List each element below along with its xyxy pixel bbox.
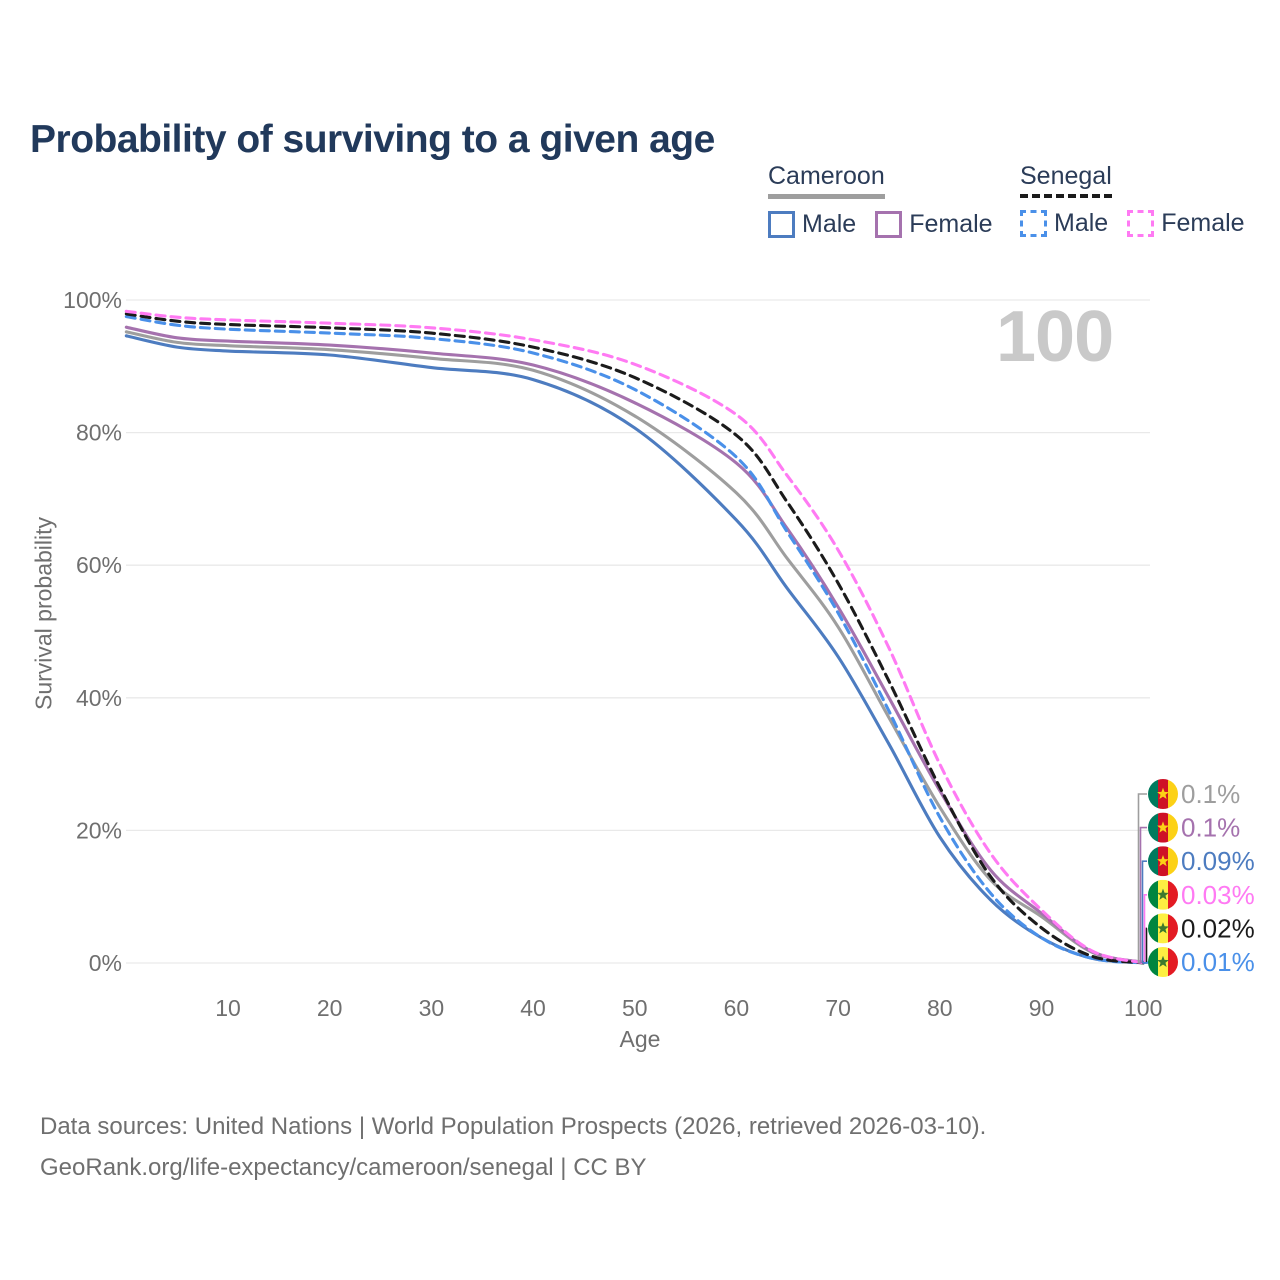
page-title: Probability of surviving to a given age [30,118,715,162]
legend-item-label: Female [1161,209,1245,237]
flag-badge: 0.1% [1148,779,1240,809]
x-axis-title: Age [619,1026,661,1052]
age-watermark: 100 [996,297,1114,377]
x-tick-label: 80 [927,995,953,1021]
badge-value: 0.09% [1181,846,1255,876]
senegal-flag-icon [1148,947,1178,977]
senegal-male-swatch-icon [1020,210,1047,237]
flag-badge: 0.02% [1148,913,1255,944]
footer: Data sources: United Nations | World Pop… [40,1106,986,1188]
x-tick-label: 90 [1029,995,1055,1021]
y-tick-label: 40% [76,685,122,711]
line-senegal-female [124,309,1145,965]
flag-badge: 0.01% [1148,947,1255,977]
x-tick-label: 50 [622,995,648,1021]
cameroon-flag-icon [1148,779,1178,809]
badge-connector [1141,860,1147,964]
cameroon-flag-icon [1148,846,1178,877]
x-tick-label: 20 [317,995,343,1021]
senegal-female-swatch-icon [1127,210,1155,237]
badge-value: 0.03% [1181,880,1255,910]
x-tick-label: 10 [215,995,241,1021]
y-tick-label: 60% [76,552,122,578]
legend-item-cameroon-male[interactable]: Male [768,210,856,239]
x-tick-label: 30 [419,995,445,1021]
line-cameroon-both-sexes [124,330,1145,964]
legend-item-senegal-male[interactable]: Male [1020,209,1108,238]
line-cameroon-female [124,325,1145,964]
y-tick-label: 80% [76,420,122,446]
x-tick-label: 100 [1124,995,1162,1021]
badge-connector [1143,961,1150,964]
badge-value: 0.1% [1181,779,1240,809]
legend-header-cameroon: Cameroon [768,162,885,199]
line-senegal-both-sexes [124,312,1145,965]
cameroon-male-swatch-icon [768,211,795,238]
legend-group-cameroon: Cameroon Male Female [768,162,993,239]
senegal-flag-icon [1148,913,1178,944]
x-tick-label: 40 [520,995,546,1021]
x-tick-label: 60 [724,995,750,1021]
y-axis-title: Survival probability [30,516,57,711]
badge-value: 0.1% [1181,813,1240,843]
legend-item-label: Male [1054,209,1109,237]
badge-value: 0.01% [1181,947,1255,977]
legend-item-label: Female [909,210,993,238]
x-tick-label: 70 [825,995,851,1021]
y-tick-label: 0% [89,950,122,976]
footer-sources: Data sources: United Nations | World Pop… [40,1113,987,1140]
legend-item-senegal-female[interactable]: Female [1127,209,1245,238]
cameroon-female-swatch-icon [875,211,903,238]
flag-badge: 0.09% [1148,846,1255,877]
legend-header-senegal: Senegal [1020,162,1112,198]
flag-badge: 0.03% [1148,879,1255,910]
badge-value: 0.02% [1181,913,1255,943]
y-tick-label: 20% [76,817,122,843]
flag-badge: 0.1% [1148,812,1240,843]
legend-item-cameroon-female[interactable]: Female [875,210,993,239]
senegal-flag-icon [1148,879,1178,910]
legend-item-label: Male [802,210,857,238]
line-senegal-male [124,315,1145,965]
y-tick-label: 100% [63,287,122,313]
legend-group-senegal: Senegal Male Female [1020,162,1245,238]
footer-attribution: GeoRank.org/life-expectancy/cameroon/sen… [40,1154,647,1181]
cameroon-flag-icon [1148,812,1178,843]
line-cameroon-male [124,334,1145,964]
